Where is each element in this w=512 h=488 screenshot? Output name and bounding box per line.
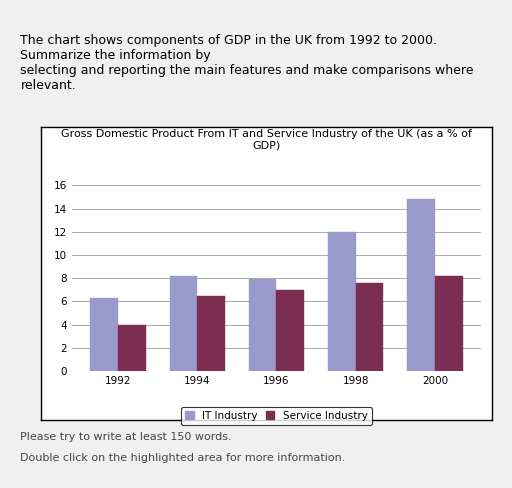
Text: Gross Domestic Product From IT and Service Industry of the UK (as a % of
GDP): Gross Domestic Product From IT and Servi… (61, 129, 472, 151)
Bar (249, 279, 276, 371)
Legend: IT Industry, Service Industry: IT Industry, Service Industry (181, 407, 372, 425)
Text: Please try to write at least 150 words.: Please try to write at least 150 words. (20, 432, 232, 442)
Bar (90, 298, 118, 371)
Bar (328, 232, 356, 371)
Text: The chart shows components of GDP in the UK from 1992 to 2000. Summarize the inf: The chart shows components of GDP in the… (20, 34, 474, 92)
Bar (169, 276, 197, 371)
Bar (435, 276, 463, 371)
Bar (118, 325, 146, 371)
Bar (197, 296, 225, 371)
Bar (407, 199, 435, 371)
Text: Double click on the highlighted area for more information.: Double click on the highlighted area for… (20, 453, 346, 463)
Bar (276, 290, 304, 371)
Bar (356, 283, 383, 371)
